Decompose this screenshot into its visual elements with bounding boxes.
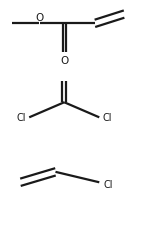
Text: Cl: Cl bbox=[102, 113, 112, 123]
Text: O: O bbox=[60, 55, 68, 66]
Text: Cl: Cl bbox=[103, 179, 113, 189]
Text: O: O bbox=[35, 13, 44, 23]
Text: Cl: Cl bbox=[16, 113, 26, 123]
